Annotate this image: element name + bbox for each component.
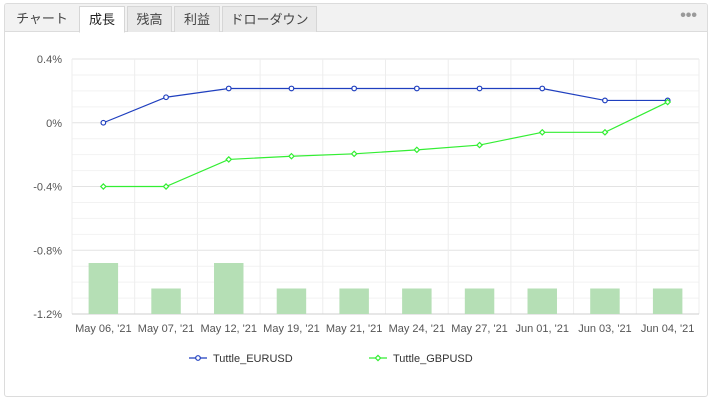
- x-tick-label: May 06, '21: [75, 323, 132, 335]
- legend-label-2[interactable]: Tuttle_GBPUSD: [393, 353, 473, 365]
- legend-label-1[interactable]: Tuttle_EURUSD: [213, 353, 293, 365]
- data-point[interactable]: [99, 183, 107, 190]
- data-point[interactable]: [163, 94, 169, 101]
- x-tick-label: May 12, '21: [200, 323, 257, 335]
- y-tick-label: 0%: [46, 118, 62, 130]
- data-point[interactable]: [100, 119, 107, 126]
- growth-panel: チャート 成長 残高 利益 ドローダウン ••• 0.4% 0% -0.4% -0.8…: [4, 3, 708, 397]
- more-options-icon[interactable]: •••: [680, 7, 697, 24]
- data-point[interactable]: [350, 150, 358, 158]
- data-point[interactable]: [664, 98, 672, 106]
- data-point[interactable]: [538, 128, 546, 136]
- bar: [402, 288, 432, 314]
- y-tick-label: 0.4%: [37, 54, 62, 66]
- y-tick-label: -0.4%: [33, 182, 62, 194]
- bar: [590, 288, 620, 314]
- data-point[interactable]: [288, 152, 295, 160]
- data-point[interactable]: [413, 146, 421, 154]
- bar: [652, 288, 683, 314]
- data-point[interactable]: [225, 85, 232, 92]
- x-tick-label: May 19, '21: [263, 323, 320, 335]
- x-tick-label: Jun 03, '21: [578, 323, 631, 335]
- data-point[interactable]: [601, 128, 609, 136]
- x-tick-label: May 21, '21: [326, 323, 383, 335]
- bar: [214, 263, 244, 314]
- data-point[interactable]: [225, 155, 233, 163]
- tab-chart[interactable]: チャート: [16, 11, 68, 26]
- data-point[interactable]: [539, 85, 546, 92]
- tab-balance[interactable]: 残高: [127, 6, 172, 32]
- x-tick-label: May 24, '21: [389, 323, 446, 335]
- data-point[interactable]: [476, 141, 483, 149]
- data-point[interactable]: [476, 85, 483, 92]
- bar: [151, 288, 181, 314]
- tab-growth[interactable]: 成長: [79, 6, 125, 33]
- data-point[interactable]: [162, 183, 170, 190]
- legend-marker[interactable]: [374, 354, 382, 362]
- tab-drawdown[interactable]: ドローダウン: [222, 6, 317, 32]
- x-tick-label: Jun 01, '21: [516, 323, 569, 335]
- legend-marker[interactable]: [195, 355, 201, 361]
- series-line-1: [103, 87, 668, 124]
- x-tick-label: May 27, '21: [451, 323, 508, 335]
- series-line-2: [103, 101, 668, 188]
- y-tick-label: -1.2%: [33, 309, 62, 321]
- tab-bar: チャート 成長 残高 利益 ドローダウン •••: [5, 4, 707, 33]
- x-tick-label: May 07, '21: [138, 323, 195, 335]
- data-point[interactable]: [351, 85, 358, 92]
- data-point[interactable]: [413, 85, 420, 92]
- growth-chart: 0.4% 0% -0.4% -0.8% -1.2% May 06, '21 May 07, …: [33, 54, 700, 365]
- bar: [88, 263, 119, 314]
- bar: [464, 288, 495, 314]
- x-tick-label: Jun 04, '21: [641, 323, 694, 335]
- data-point[interactable]: [288, 85, 295, 92]
- bar: [339, 288, 369, 314]
- bar: [527, 288, 557, 314]
- bar: [276, 288, 307, 314]
- data-point[interactable]: [602, 97, 608, 104]
- y-tick-label: -0.8%: [33, 245, 62, 257]
- tab-profit[interactable]: 利益: [174, 6, 220, 32]
